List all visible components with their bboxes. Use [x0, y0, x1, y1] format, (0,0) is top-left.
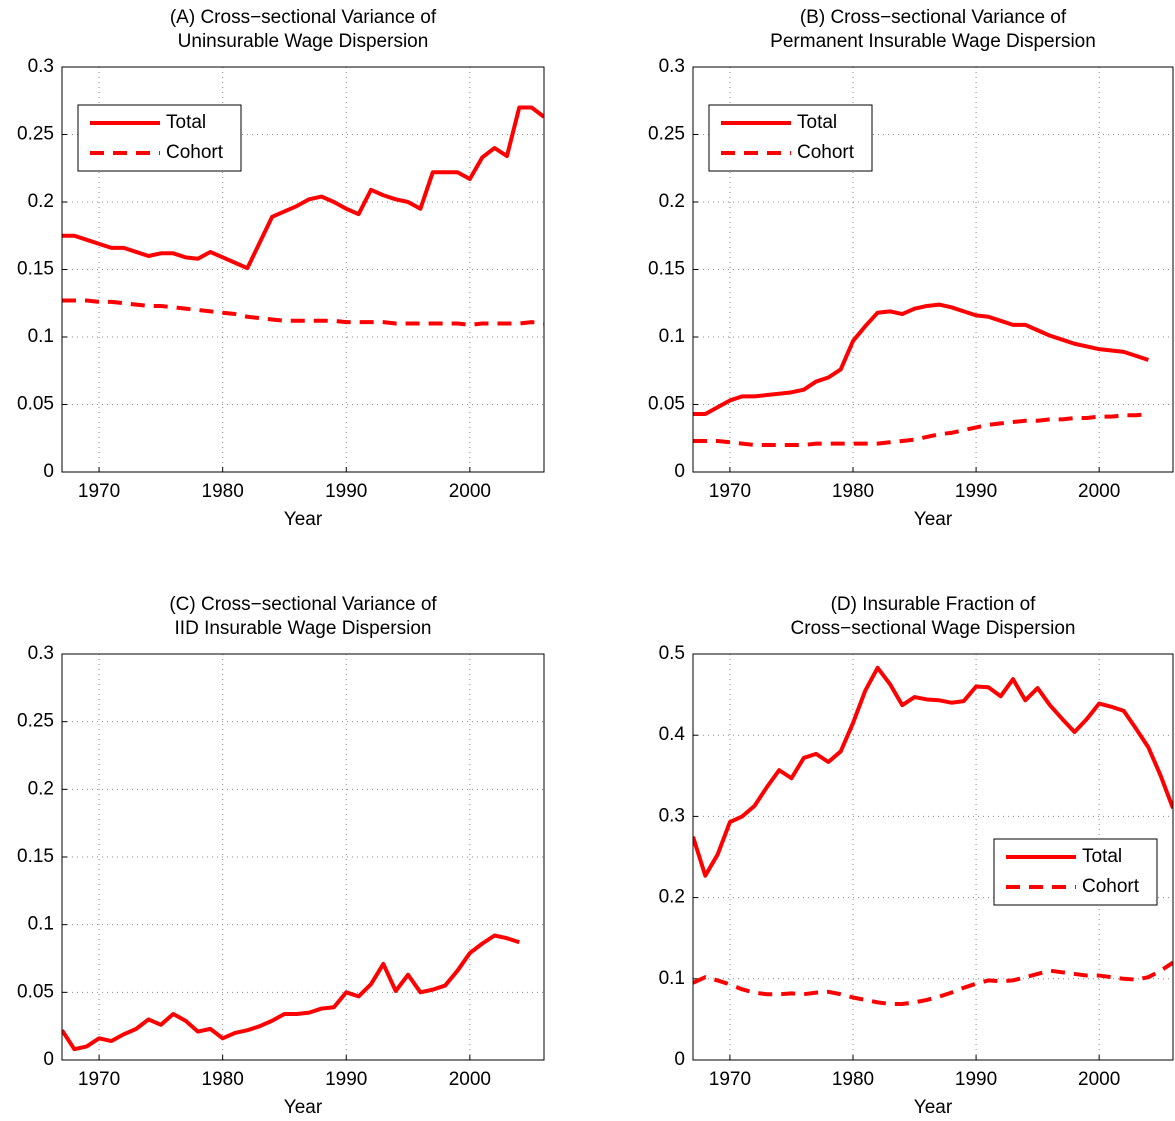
legend-box	[708, 104, 873, 172]
y-tick-label: 0	[43, 461, 54, 482]
series-line	[62, 105, 544, 271]
y-tick-label: 0.2	[659, 887, 685, 908]
legend-label: Cohort	[797, 142, 855, 163]
x-tick-label: 1990	[325, 1069, 367, 1090]
y-tick-label: 0.1	[28, 914, 54, 935]
y-tick-label: 0.5	[659, 643, 685, 664]
x-tick-label: 1990	[325, 481, 367, 502]
x-tick-label: 1970	[78, 1069, 120, 1090]
x-axis-label: Year	[914, 509, 953, 530]
x-axis-label: Year	[284, 509, 323, 530]
x-tick-label: 1980	[202, 481, 244, 502]
chart-title: (B) Cross−sectional Variance of	[800, 7, 1067, 28]
y-tick-label: 0.3	[659, 56, 685, 77]
y-tick-label: 0.25	[648, 124, 685, 145]
y-tick-label: 0.05	[17, 394, 54, 415]
y-tick-label: 0.05	[648, 394, 685, 415]
x-tick-label: 1990	[955, 481, 997, 502]
y-tick-label: 0.4	[659, 724, 686, 745]
y-tick-label: 0.2	[28, 778, 54, 799]
y-tick-label: 0.1	[659, 326, 685, 347]
x-tick-label: 1980	[832, 1069, 874, 1090]
x-tick-label: 2000	[1078, 481, 1120, 502]
x-tick-label: 1980	[832, 481, 874, 502]
y-tick-label: 0.3	[28, 56, 54, 77]
legend: Total Cohort	[77, 104, 242, 172]
chart-title: Cross−sectional Wage Dispersion	[791, 618, 1076, 639]
series-line	[62, 298, 544, 327]
y-tick-label: 0.15	[17, 259, 54, 280]
plot-area	[62, 105, 544, 327]
chart-title: (D) Insurable Fraction of	[831, 594, 1037, 615]
series-line	[693, 665, 1173, 878]
y-tick-label: 0.1	[28, 326, 54, 347]
axes-box	[692, 66, 1174, 473]
legend-label: Total	[1082, 846, 1122, 867]
chart-title: Permanent Insurable Wage Dispersion	[770, 31, 1096, 52]
legend: Total Cohort	[708, 104, 873, 172]
chart-title: Uninsurable Wage Dispersion	[178, 31, 429, 52]
x-tick-label: 1970	[709, 481, 751, 502]
plot-area	[693, 665, 1173, 1006]
y-tick-label: 0.15	[17, 846, 54, 867]
y-tick-label: 0.3	[28, 643, 54, 664]
y-tick-label: 0.2	[659, 191, 685, 212]
x-tick-label: 2000	[1078, 1069, 1120, 1090]
legend-box	[993, 838, 1158, 906]
x-axis-label: Year	[284, 1097, 323, 1118]
y-tick-label: 0.25	[17, 711, 54, 732]
chart-title: (A) Cross−sectional Variance of	[170, 7, 437, 28]
y-tick-label: 0.3	[659, 805, 685, 826]
plot-area	[693, 302, 1150, 447]
chart-title: IID Insurable Wage Dispersion	[175, 618, 432, 639]
x-tick-label: 1980	[202, 1069, 244, 1090]
legend-box	[77, 104, 242, 172]
legend-label: Total	[797, 112, 837, 133]
x-axis-label: Year	[914, 1097, 953, 1118]
x-tick-label: 1970	[709, 1069, 751, 1090]
plot-area	[62, 933, 520, 1052]
x-tick-label: 1990	[955, 1069, 997, 1090]
legend-label: Cohort	[166, 142, 224, 163]
y-tick-label: 0	[674, 1049, 685, 1070]
chart-title: (C) Cross−sectional Variance of	[169, 594, 437, 615]
y-tick-label: 0.25	[17, 124, 54, 145]
x-tick-label: 2000	[449, 481, 491, 502]
series-line	[693, 411, 1149, 447]
legend-label: Cohort	[1082, 876, 1140, 897]
y-tick-label: 0.1	[659, 968, 685, 989]
legend: Total Cohort	[993, 838, 1158, 906]
y-tick-label: 0	[43, 1049, 54, 1070]
x-tick-label: 1970	[78, 481, 120, 502]
x-tick-label: 2000	[449, 1069, 491, 1090]
series-line	[62, 933, 520, 1052]
y-tick-label: 0.2	[28, 191, 54, 212]
axes-box	[61, 653, 545, 1061]
axes-box	[692, 653, 1174, 1061]
y-tick-label: 0.05	[17, 981, 54, 1002]
legend-label: Total	[166, 112, 206, 133]
y-tick-label: 0.15	[648, 259, 685, 280]
series-line	[693, 302, 1150, 416]
y-tick-label: 0	[674, 461, 685, 482]
axes-box	[61, 66, 545, 473]
